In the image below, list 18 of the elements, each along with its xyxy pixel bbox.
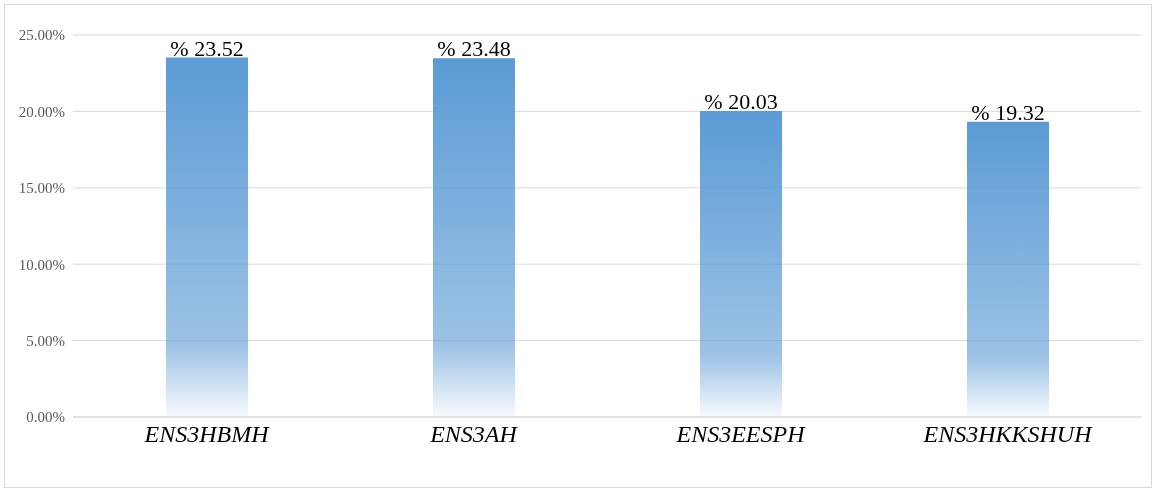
y-tick-label: 0.00% xyxy=(26,409,65,426)
data-label: % 20.03 xyxy=(704,88,778,114)
data-label: % 23.52 xyxy=(170,35,244,61)
bar xyxy=(967,121,1049,417)
bar xyxy=(700,110,782,417)
bar xyxy=(433,58,515,417)
x-tick-label: ENS3AH xyxy=(429,421,519,448)
y-tick-label: 15.00% xyxy=(18,180,65,197)
y-tick-label: 10.00% xyxy=(18,256,65,273)
y-tick-label: 5.00% xyxy=(26,332,65,349)
x-tick-label: ENS3EESPH xyxy=(675,421,807,448)
y-tick-label: 20.00% xyxy=(18,103,65,120)
x-tick-label: ENS3HBMH xyxy=(143,421,271,448)
x-tick-label: ENS3HKKSHUH xyxy=(922,421,1094,448)
y-tick-label: 25.00% xyxy=(18,27,65,44)
data-label: % 19.32 xyxy=(971,99,1045,125)
bar xyxy=(166,57,248,417)
data-label: % 23.48 xyxy=(437,36,511,62)
